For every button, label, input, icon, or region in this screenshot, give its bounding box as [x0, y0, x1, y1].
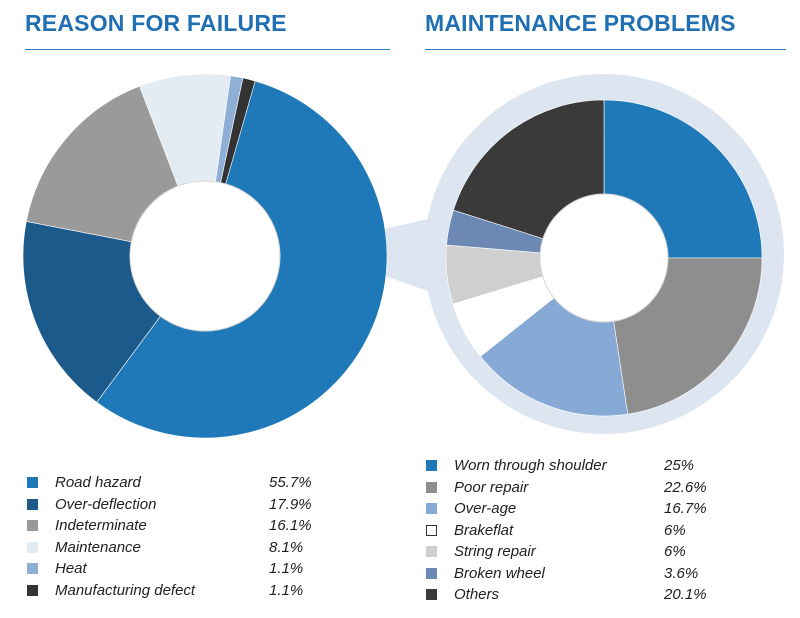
maintenance-legend-value-broken-wheel: 3.6%	[664, 564, 699, 582]
failure-legend-value-over-deflection: 17.9%	[269, 495, 312, 513]
chart-title-maintenance: MAINTENANCE PROBLEMS	[425, 10, 736, 36]
maintenance-legend-label-brakeflat: Brakeflat	[454, 521, 514, 539]
maintenance-legend-value-over-age: 16.7%	[664, 500, 707, 517]
failure-legend-label-road-hazard: Road hazard	[55, 474, 141, 491]
maintenance-legend-swatch-over-age	[426, 503, 437, 514]
title-rule-maintenance	[425, 49, 786, 50]
donut-failure	[22, 73, 388, 439]
maintenance-donut-hole	[539, 193, 669, 323]
maintenance-legend-label-broken-wheel: Broken wheel	[454, 564, 545, 582]
maintenance-legend-swatch-others	[426, 589, 437, 600]
failure-legend-swatch-maintenance	[27, 541, 38, 553]
maintenance-legend-value-string-repair: 6%	[664, 543, 686, 560]
maintenance-legend-label-over-age: Over-age	[454, 500, 517, 517]
maintenance-legend-label-worn-through-shoulder: Worn through shoulder	[454, 457, 607, 474]
maintenance-legend-swatch-brakeflat	[426, 524, 437, 536]
chart-title-failure: REASON FOR FAILURE	[25, 10, 287, 36]
maintenance-legend-label-string-repair: String repair	[454, 543, 536, 560]
maintenance-legend-label-poor-repair: Poor repair	[454, 478, 529, 496]
maintenance-legend-swatch-string-repair	[426, 546, 437, 557]
failure-legend-swatch-heat	[27, 563, 38, 574]
maintenance-legend-value-worn-through-shoulder: 25%	[664, 457, 695, 474]
failure-legend-label-manufacturing-defect: Manufacturing defect	[55, 581, 196, 599]
failure-legend-label-indeterminate: Indeterminate	[55, 517, 147, 534]
donut-maintenance	[445, 99, 763, 417]
maintenance-legend-swatch-poor-repair	[426, 481, 437, 493]
failure-legend-value-maintenance: 8.1%	[269, 538, 304, 556]
failure-legend-label-maintenance: Maintenance	[55, 538, 141, 556]
maintenance-legend-value-poor-repair: 22.6%	[664, 478, 707, 496]
title-rule-failure	[25, 49, 390, 50]
failure-legend-value-indeterminate: 16.1%	[269, 517, 312, 534]
failure-legend-value-heat: 1.1%	[269, 560, 304, 577]
maintenance-legend-value-brakeflat: 6%	[664, 521, 686, 539]
failure-legend-swatch-manufacturing-defect	[27, 584, 38, 596]
failure-legend-value-road-hazard: 55.7%	[269, 474, 312, 491]
failure-legend-label-heat: Heat	[55, 560, 87, 577]
maintenance-legend-value-others: 20.1%	[664, 586, 707, 603]
failure-legend-label-over-deflection: Over-deflection	[55, 495, 157, 513]
maintenance-legend-swatch-worn-through-shoulder	[426, 460, 437, 471]
failure-donut-hole	[129, 180, 281, 332]
failure-legend-swatch-over-deflection	[27, 498, 38, 510]
maintenance-legend-label-others: Others	[454, 586, 500, 603]
failure-legend-value-manufacturing-defect: 1.1%	[269, 581, 304, 599]
maintenance-legend-swatch-broken-wheel	[426, 567, 437, 579]
failure-legend-swatch-indeterminate	[27, 520, 38, 531]
failure-legend-swatch-road-hazard	[27, 477, 38, 488]
